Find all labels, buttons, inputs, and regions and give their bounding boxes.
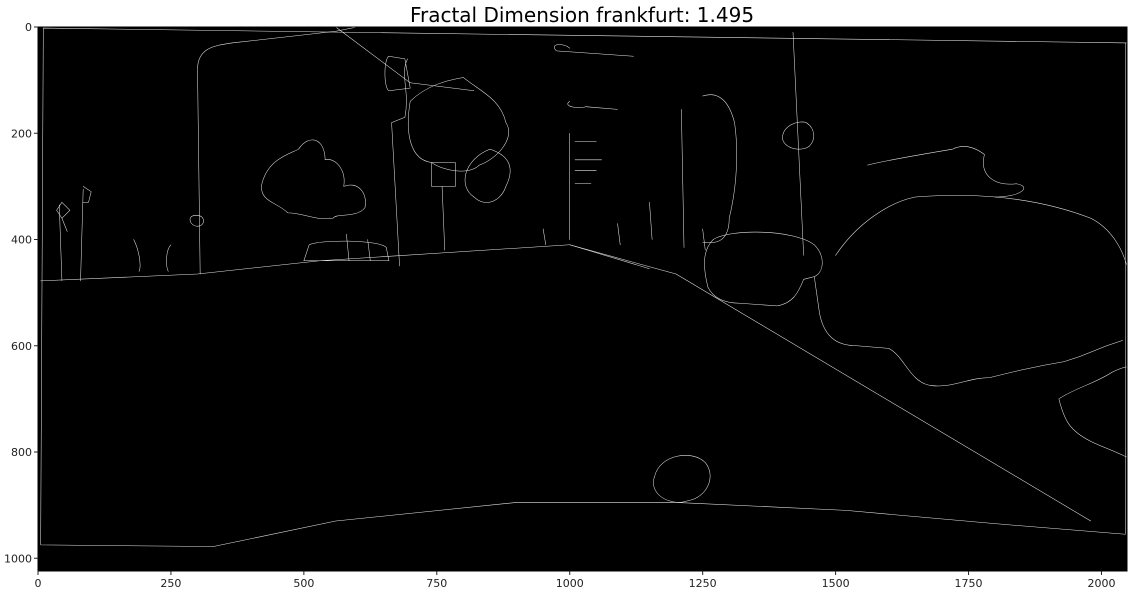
y-tick-label: 200 [11, 127, 32, 140]
chart-title: Fractal Dimension frankfurt: 1.495 [410, 3, 754, 27]
axes-frame [37, 26, 1128, 572]
x-tick-label: 1250 [689, 577, 717, 590]
y-tick-label: 800 [11, 446, 32, 459]
y-tick-label: 400 [11, 234, 32, 247]
y-tick-label: 600 [11, 340, 32, 353]
y-tick-label: 0 [25, 21, 32, 34]
y-tick-label: 1000 [4, 552, 32, 565]
x-axis: 0 250 500 750 1000 1250 1500 1750 2000 [35, 571, 1115, 590]
x-tick-label: 750 [426, 577, 447, 590]
x-tick-label: 1000 [556, 577, 584, 590]
edge-map [40, 26, 1128, 547]
image-background [38, 27, 1127, 571]
x-tick-label: 1750 [955, 577, 983, 590]
x-tick-label: 2000 [1087, 577, 1115, 590]
x-tick-label: 1500 [822, 577, 850, 590]
y-axis: 0 200 400 600 800 1000 [4, 21, 38, 565]
x-tick-label: 500 [293, 577, 314, 590]
plot-area [37, 26, 1128, 572]
x-tick-label: 0 [35, 577, 42, 590]
x-tick-label: 250 [160, 577, 181, 590]
